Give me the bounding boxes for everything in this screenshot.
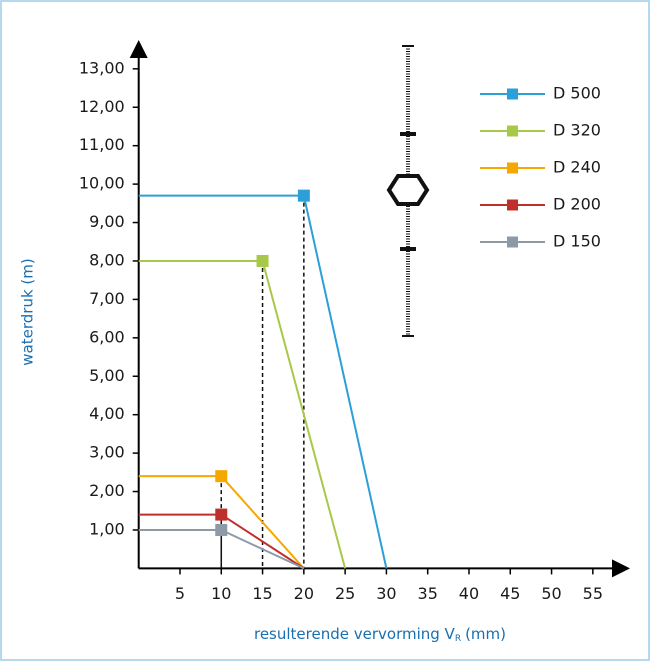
x-axis-arrow	[612, 559, 630, 578]
legend-marker	[507, 88, 518, 100]
y-tick-label: 10,00	[79, 174, 125, 193]
y-tick-label: 9,00	[89, 212, 125, 231]
y-tick-label: 8,00	[89, 250, 125, 269]
x-axis-label: resulterende vervorming VR (mm)	[254, 625, 506, 644]
x-label-unit: (mm)	[465, 625, 506, 643]
legend-marker	[507, 236, 518, 248]
x-tick-label: 30	[376, 584, 396, 603]
y-tick-label: 5,00	[89, 366, 125, 385]
legend-label: D 200	[553, 195, 601, 214]
point-marker	[256, 254, 269, 267]
y-tick-label: 6,00	[89, 327, 125, 346]
x-tick-label: 20	[294, 584, 314, 603]
y-tick-label: 7,00	[89, 289, 125, 308]
legend-marker	[507, 199, 518, 211]
x-tick-label: 25	[335, 584, 355, 603]
y-tick-label: 2,00	[89, 481, 125, 500]
legend-label: D 240	[553, 158, 601, 177]
y-tick-label: 1,00	[89, 519, 125, 538]
y-tick-label: 3,00	[89, 443, 125, 462]
x-tick-label: 5	[175, 584, 185, 603]
x-tick-label: 45	[500, 584, 520, 603]
y-tick-label: 12,00	[79, 97, 125, 116]
legend-label: D 150	[553, 232, 601, 251]
legend-label: D 320	[553, 121, 601, 140]
x-tick-label: 35	[418, 584, 438, 603]
x-label-text: resulterende vervorming V	[254, 625, 456, 643]
y-tick-label: 13,00	[79, 58, 125, 77]
y-axis-arrow	[129, 40, 148, 58]
y-axis-label: waterdruk (m)	[19, 258, 37, 365]
x-label-sub: R	[455, 634, 461, 644]
x-tick-label: 50	[541, 584, 561, 603]
legend-marker	[507, 162, 518, 174]
point-marker	[215, 470, 228, 483]
x-tick-label: 15	[252, 584, 272, 603]
x-tick-label: 10	[211, 584, 231, 603]
legend-marker	[507, 125, 518, 137]
y-tick-label: 4,00	[89, 404, 125, 423]
x-tick-label: 40	[459, 584, 479, 603]
x-tick-label: 55	[583, 584, 603, 603]
point-marker	[215, 523, 228, 536]
point-marker	[297, 189, 310, 202]
anchor-icon	[386, 45, 430, 337]
y-tick-label: 11,00	[79, 135, 125, 154]
point-marker	[215, 508, 228, 521]
legend-label: D 500	[553, 84, 601, 103]
